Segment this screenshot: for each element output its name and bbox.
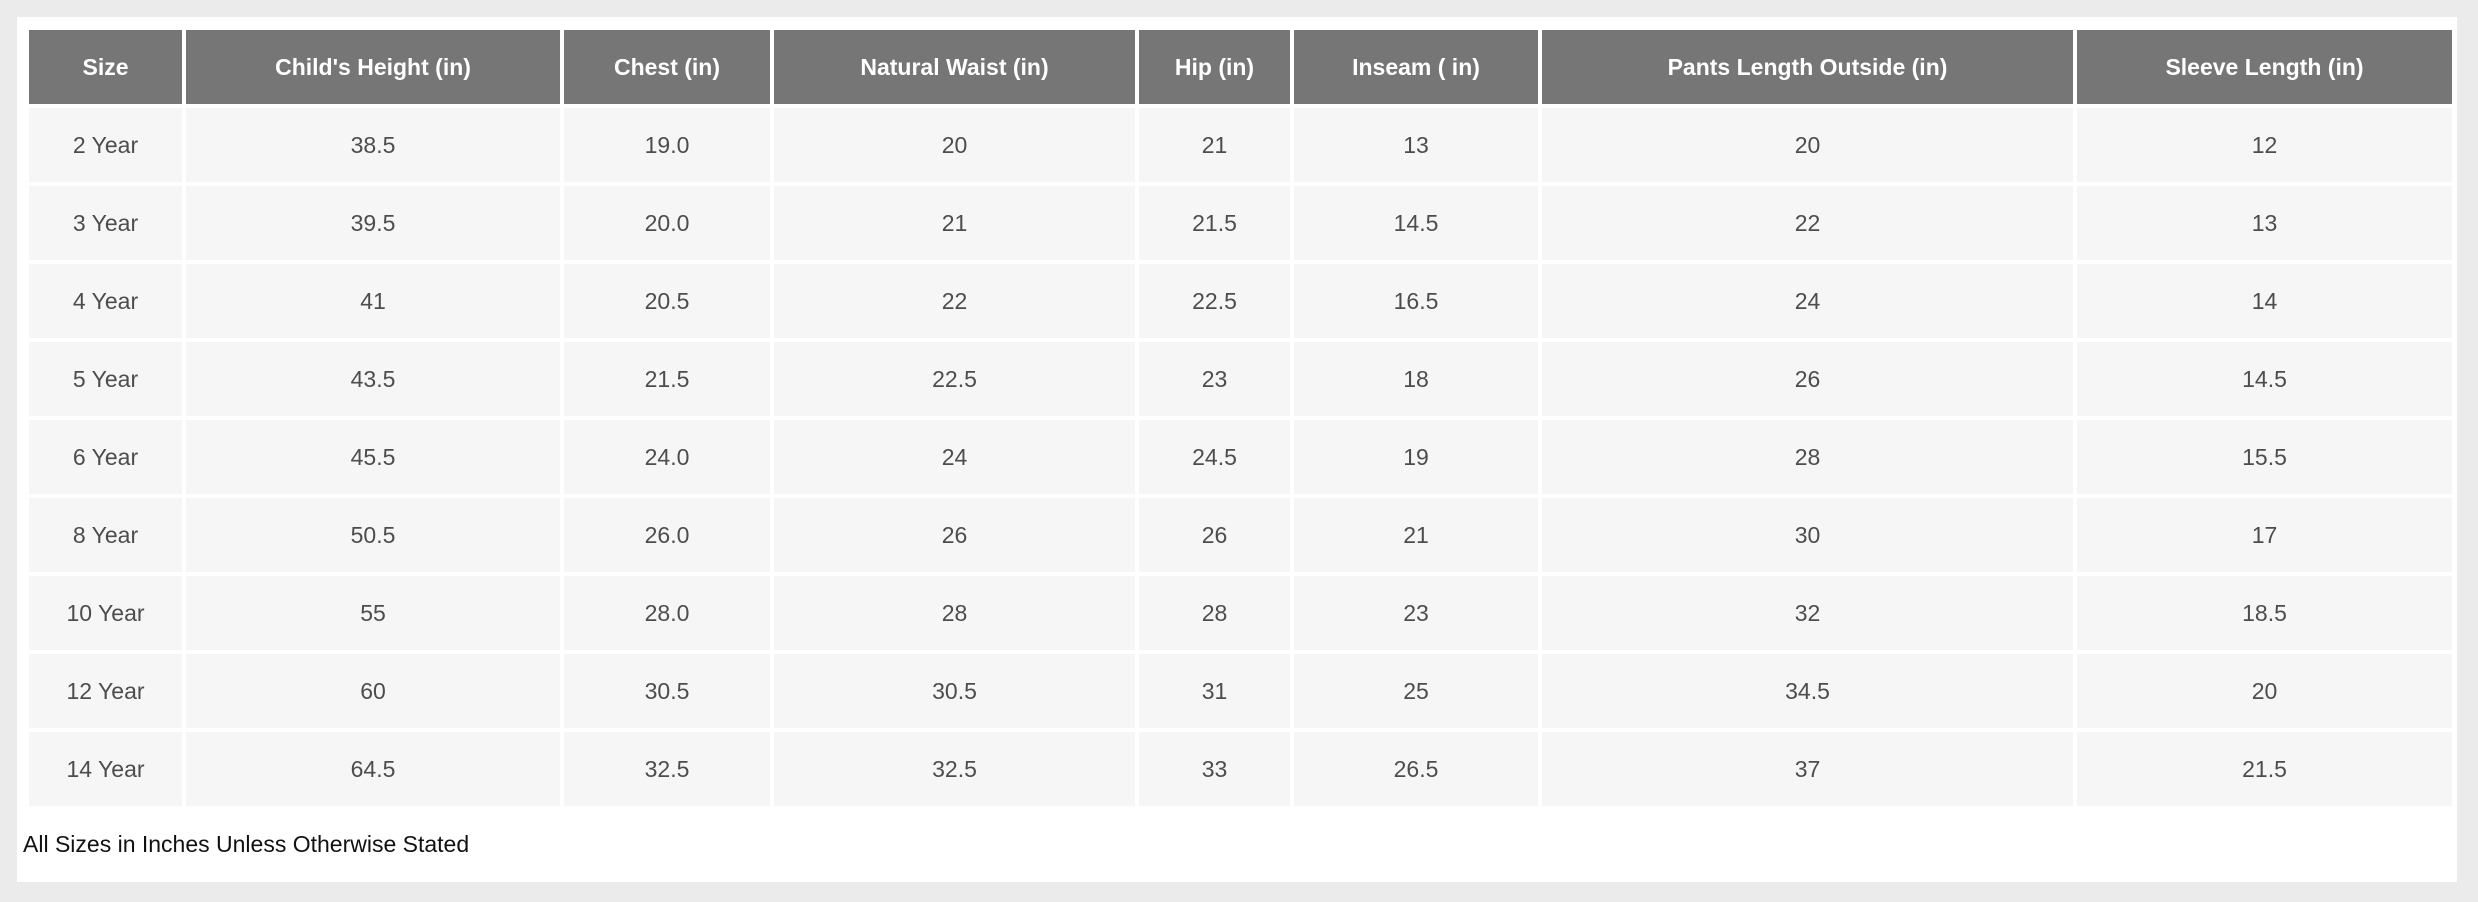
size-label-cell: 12 Year [29, 654, 182, 728]
measurement-cell: 26.5 [1294, 732, 1538, 806]
header-cell: Inseam ( in) [1294, 30, 1538, 104]
measurement-cell: 26 [774, 498, 1135, 572]
measurement-cell: 34.5 [1542, 654, 2073, 728]
measurement-cell: 30 [1542, 498, 2073, 572]
measurement-cell: 20.0 [564, 186, 770, 260]
table-row: 8 Year 50.5 26.0 26 26 21 30 17 [29, 498, 2452, 572]
measurement-cell: 21 [774, 186, 1135, 260]
header-cell: Size [29, 30, 182, 104]
header-cell: Pants Length Outside (in) [1542, 30, 2073, 104]
measurement-cell: 14.5 [1294, 186, 1538, 260]
measurement-cell: 24.0 [564, 420, 770, 494]
header-cell: Sleeve Length (in) [2077, 30, 2452, 104]
measurement-cell: 19 [1294, 420, 1538, 494]
measurement-cell: 26.0 [564, 498, 770, 572]
measurement-cell: 22 [1542, 186, 2073, 260]
measurement-cell: 37 [1542, 732, 2073, 806]
measurement-cell: 26 [1542, 342, 2073, 416]
measurement-cell: 20.5 [564, 264, 770, 338]
measurement-cell: 60 [186, 654, 560, 728]
size-chart-table: Size Child's Height (in) Chest (in) Natu… [25, 26, 2456, 810]
table-row: 12 Year 60 30.5 30.5 31 25 34.5 20 [29, 654, 2452, 728]
table-row: 5 Year 43.5 21.5 22.5 23 18 26 14.5 [29, 342, 2452, 416]
measurement-cell: 16.5 [1294, 264, 1538, 338]
measurement-cell: 12 [2077, 108, 2452, 182]
measurement-cell: 24 [1542, 264, 2073, 338]
size-label-cell: 5 Year [29, 342, 182, 416]
measurement-cell: 26 [1139, 498, 1290, 572]
measurement-cell: 20 [1542, 108, 2073, 182]
header-cell: Hip (in) [1139, 30, 1290, 104]
measurement-cell: 21.5 [2077, 732, 2452, 806]
table-row: 4 Year 41 20.5 22 22.5 16.5 24 14 [29, 264, 2452, 338]
measurement-cell: 50.5 [186, 498, 560, 572]
measurement-cell: 22.5 [1139, 264, 1290, 338]
measurement-cell: 39.5 [186, 186, 560, 260]
measurement-cell: 18.5 [2077, 576, 2452, 650]
measurement-cell: 20 [774, 108, 1135, 182]
measurement-cell: 21.5 [1139, 186, 1290, 260]
measurement-cell: 14.5 [2077, 342, 2452, 416]
measurement-cell: 23 [1294, 576, 1538, 650]
measurement-cell: 24 [774, 420, 1135, 494]
table-row: 2 Year 38.5 19.0 20 21 13 20 12 [29, 108, 2452, 182]
header-cell: Natural Waist (in) [774, 30, 1135, 104]
measurement-cell: 41 [186, 264, 560, 338]
measurement-cell: 28 [1542, 420, 2073, 494]
measurement-cell: 30.5 [774, 654, 1135, 728]
measurement-cell: 19.0 [564, 108, 770, 182]
measurement-cell: 15.5 [2077, 420, 2452, 494]
measurement-cell: 18 [1294, 342, 1538, 416]
table-body: 2 Year 38.5 19.0 20 21 13 20 12 3 Year 39.5 20.0 21… [29, 108, 2452, 806]
measurement-cell: 13 [1294, 108, 1538, 182]
measurement-cell: 38.5 [186, 108, 560, 182]
table-row: 10 Year 55 28.0 28 28 23 32 18.5 [29, 576, 2452, 650]
measurement-cell: 21 [1294, 498, 1538, 572]
header-cell: Child's Height (in) [186, 30, 560, 104]
measurement-cell: 25 [1294, 654, 1538, 728]
measurement-cell: 32.5 [774, 732, 1135, 806]
measurement-cell: 22.5 [774, 342, 1135, 416]
footnote: All Sizes in Inches Unless Otherwise Sta… [23, 831, 470, 857]
measurement-cell: 31 [1139, 654, 1290, 728]
measurement-cell: 64.5 [186, 732, 560, 806]
table-row: 14 Year 64.5 32.5 32.5 33 26.5 37 21.5 [29, 732, 2452, 806]
measurement-cell: 32 [1542, 576, 2073, 650]
measurement-cell: 23 [1139, 342, 1290, 416]
size-label-cell: 10 Year [29, 576, 182, 650]
measurement-cell: 55 [186, 576, 560, 650]
measurement-cell: 14 [2077, 264, 2452, 338]
table-row: 6 Year 45.5 24.0 24 24.5 19 28 15.5 [29, 420, 2452, 494]
measurement-cell: 20 [2077, 654, 2452, 728]
measurement-cell: 28.0 [564, 576, 770, 650]
table-row: 3 Year 39.5 20.0 21 21.5 14.5 22 13 [29, 186, 2452, 260]
size-label-cell: 2 Year [29, 108, 182, 182]
measurement-cell: 21 [1139, 108, 1290, 182]
header-cell: Chest (in) [564, 30, 770, 104]
measurement-cell: 43.5 [186, 342, 560, 416]
measurement-cell: 30.5 [564, 654, 770, 728]
size-label-cell: 6 Year [29, 420, 182, 494]
measurement-cell: 22 [774, 264, 1135, 338]
measurement-cell: 28 [1139, 576, 1290, 650]
measurement-cell: 32.5 [564, 732, 770, 806]
size-label-cell: 8 Year [29, 498, 182, 572]
measurement-cell: 21.5 [564, 342, 770, 416]
measurement-cell: 33 [1139, 732, 1290, 806]
size-label-cell: 14 Year [29, 732, 182, 806]
size-chart-panel: Size Child's Height (in) Chest (in) Natu… [17, 17, 2457, 882]
measurement-cell: 28 [774, 576, 1135, 650]
header-row: Size Child's Height (in) Chest (in) Natu… [29, 30, 2452, 104]
measurement-cell: 24.5 [1139, 420, 1290, 494]
size-label-cell: 4 Year [29, 264, 182, 338]
measurement-cell: 17 [2077, 498, 2452, 572]
measurement-cell: 13 [2077, 186, 2452, 260]
measurement-cell: 45.5 [186, 420, 560, 494]
size-label-cell: 3 Year [29, 186, 182, 260]
